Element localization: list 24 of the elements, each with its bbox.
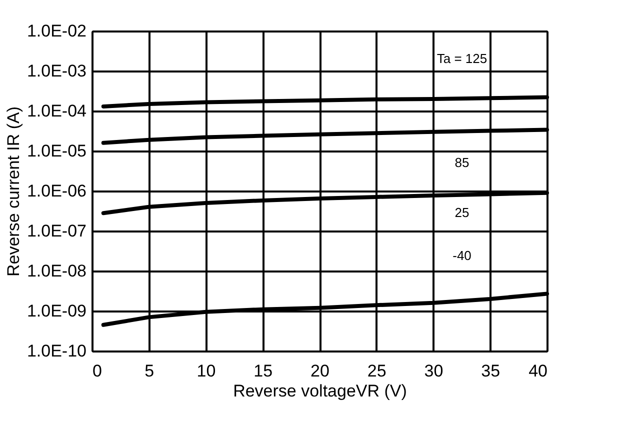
y-tick-label: 1.0E-05 [26, 142, 86, 160]
annotation: 85 [454, 155, 470, 170]
x-tick-label: 10 [196, 362, 216, 380]
x-tick-label: 5 [144, 362, 154, 380]
annotation: Ta = 125 [436, 51, 488, 66]
annotation: -40 [452, 248, 472, 263]
y-tick-label: 1.0E-04 [26, 102, 86, 120]
y-tick-label: 1.0E-06 [26, 182, 86, 200]
x-tick-label: 15 [254, 362, 273, 380]
x-tick-label: 35 [481, 362, 500, 380]
x-axis-title: Reverse voltageVR (V) [233, 382, 407, 400]
x-tick-label: 20 [310, 362, 330, 380]
annotation: 25 [454, 205, 470, 220]
y-tick-label: 1.0E-10 [26, 342, 86, 360]
y-tick-label: 1.0E-07 [26, 222, 86, 240]
y-tick-label: 1.0E-09 [26, 302, 86, 320]
x-tick-label: 25 [367, 362, 386, 380]
x-tick-label: 30 [424, 362, 444, 380]
y-axis-title: Reverse current IR (A) [4, 106, 23, 277]
x-tick-label: 0 [92, 362, 102, 380]
x-tick-label: 40 [528, 362, 548, 380]
y-tick-label: 1.0E-02 [26, 22, 86, 40]
y-tick-label: 1.0E-03 [26, 62, 86, 80]
y-tick-label: 1.0E-08 [26, 262, 86, 280]
